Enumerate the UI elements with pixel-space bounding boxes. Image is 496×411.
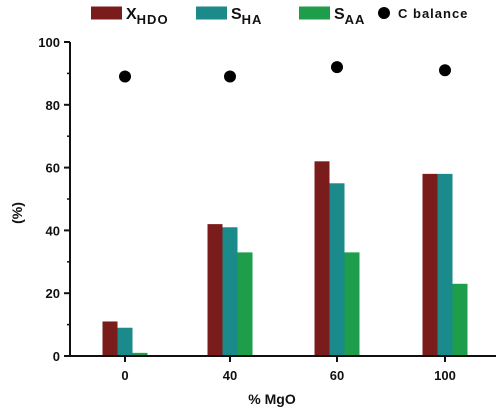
c-balance-point [224,70,236,83]
bar-x-hdo [102,321,118,356]
y-axis-title: (%) [9,202,25,224]
legend-label: SAA [334,6,365,27]
legend-label: SHA [231,6,262,27]
y-tick-label: 40 [46,223,60,238]
legend: XHDO SHA SAA C balance [91,6,468,27]
y-tick-label: 20 [46,286,60,301]
y-tick-label: 80 [46,98,60,113]
y-tick-label: 0 [53,349,60,364]
y-ticks: 0 20 40 60 80 100 [38,35,70,364]
bar-x-hdo [314,161,330,356]
legend-swatch [196,6,227,20]
legend-label: C balance [398,6,468,21]
bar-s-aa [237,252,253,356]
legend-swatch [299,6,330,20]
x-tick-label: 60 [330,368,344,383]
legend-swatch [91,6,122,20]
legend-label: XHDO [126,6,169,27]
x-tick-label: 100 [434,368,456,383]
bar-s-aa [132,352,148,356]
bar-s-ha [437,173,453,356]
x-tick-label: 40 [223,368,237,383]
bar-s-aa [344,252,360,356]
x-ticks: 0 40 60 100 [121,356,456,383]
x-axis-title: % MgO [248,391,296,407]
bar-s-ha [222,227,238,356]
bar-x-hdo [207,224,223,356]
bar-s-ha [117,327,133,356]
c-balance-point [331,61,343,74]
legend-marker [378,7,390,19]
bar-x-hdo [422,173,438,356]
y-tick-label: 60 [46,161,60,176]
bar-s-aa [452,283,468,356]
c-balance-points [119,61,451,83]
bar-s-ha [329,183,345,356]
x-tick-label: 0 [121,368,128,383]
c-balance-point [119,70,131,83]
bar-group [102,161,468,356]
c-balance-point [439,64,451,77]
y-tick-label: 100 [38,35,60,50]
